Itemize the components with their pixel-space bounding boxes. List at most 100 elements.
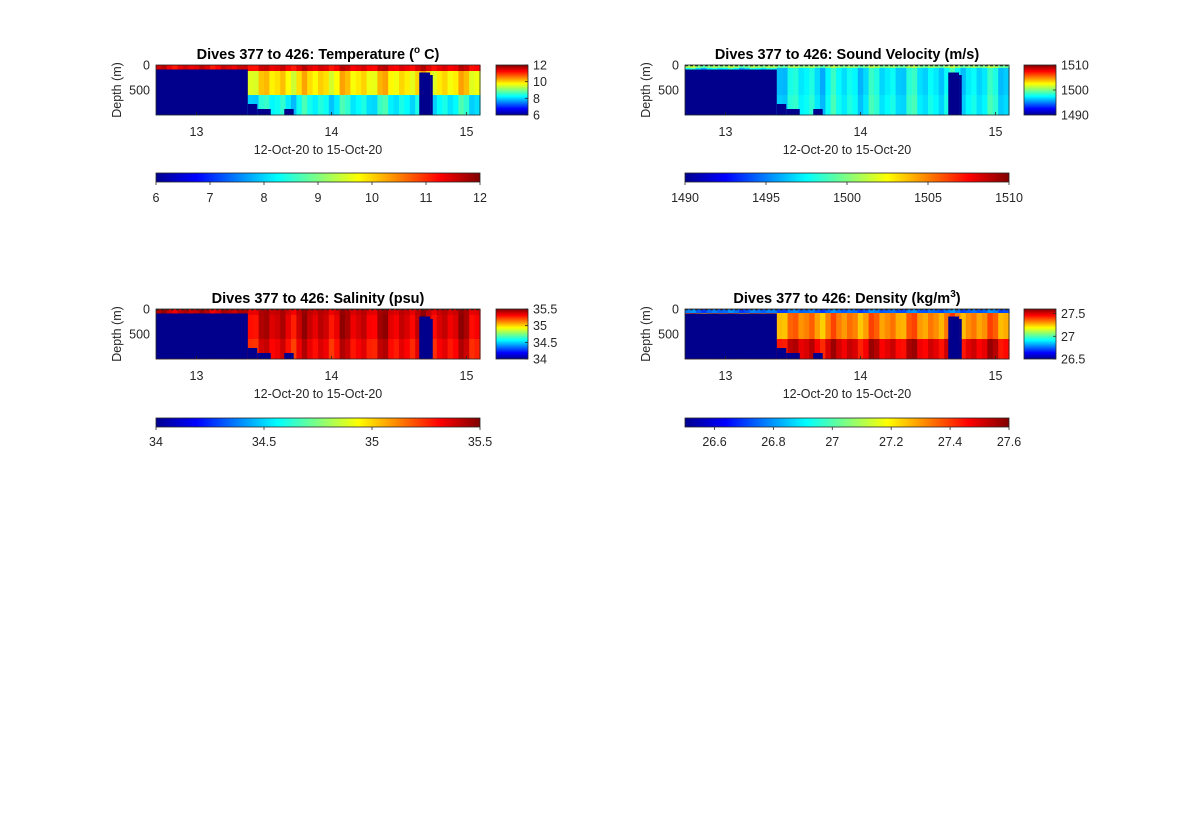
heatmap-cell <box>852 313 859 340</box>
heatmap-cell <box>798 339 805 360</box>
heatmap-cell <box>884 339 891 360</box>
x-tick-labels: 13 14 15 <box>190 125 474 139</box>
heatmap-cell <box>280 315 287 340</box>
no-data-region <box>959 75 962 115</box>
title-superscript: o <box>414 45 420 56</box>
heatmap-cell <box>874 309 880 314</box>
heatmap-cell <box>258 309 265 316</box>
heatmap-cell <box>982 339 988 360</box>
heatmap-cell <box>388 65 395 72</box>
y-tick-labels: 0 500 <box>129 303 150 342</box>
heatmap-cell <box>938 313 945 340</box>
colorbar-tick-label: 11 <box>420 191 433 205</box>
heatmap-cell <box>436 65 443 72</box>
heatmap-cell <box>836 339 843 360</box>
heatmap-cell <box>436 315 443 340</box>
heatmap-cell <box>447 339 454 360</box>
heatmap-cell <box>992 68 999 96</box>
colorbar-tick-label: 1510 <box>995 191 1023 205</box>
heatmap-cell <box>874 65 880 69</box>
heatmap-cell <box>852 68 859 96</box>
heatmap-cell <box>825 95 832 116</box>
heatmap-cell <box>890 65 897 69</box>
heatmap-cell <box>825 68 832 96</box>
heatmap-cell <box>377 65 384 72</box>
colorbar-gradient <box>495 308 529 360</box>
heatmap-cell <box>949 309 956 314</box>
heatmap-cell <box>291 95 297 116</box>
colorbar-tick-label: 27 <box>1061 330 1075 344</box>
heatmap-cell <box>884 65 891 69</box>
heatmap-cell <box>906 95 913 116</box>
heatmap-cell <box>199 309 206 316</box>
colorbar-tick-label: 26.5 <box>1061 353 1085 367</box>
colorbar-gradient <box>684 417 1010 428</box>
heatmap-cell <box>172 65 179 72</box>
y-tick-labels: 0 500 <box>658 303 679 342</box>
heatmap-cell <box>728 309 735 314</box>
heatmap-field <box>155 64 481 116</box>
heatmap-cell <box>399 71 405 96</box>
heatmap-cell <box>258 71 265 96</box>
heatmap-cell <box>771 65 778 69</box>
heatmap-cell <box>307 71 314 96</box>
heatmap-cell <box>965 339 972 360</box>
heatmap-cell <box>814 65 821 69</box>
heatmap-cell <box>409 65 416 72</box>
heatmap-cell <box>388 309 395 316</box>
heatmap-cell <box>350 65 357 72</box>
no-data-region <box>247 104 258 115</box>
heatmap-cell <box>393 315 400 340</box>
no-data-region <box>776 104 787 115</box>
heatmap-cell <box>976 65 983 69</box>
heatmap-cell <box>366 315 373 340</box>
heatmap-cell <box>906 339 913 360</box>
heatmap-cell <box>399 339 405 360</box>
heatmap-cell <box>836 68 843 96</box>
heatmap-cell <box>372 71 378 96</box>
colorbar-tick-label: 6 <box>533 109 540 123</box>
heatmap-cell <box>453 339 459 360</box>
heatmap-cell <box>928 95 934 116</box>
heatmap-cell <box>971 68 978 96</box>
heatmap-cell <box>879 95 886 116</box>
chart-title: Dives 377 to 426: Sound Velocity (m/s) <box>715 47 979 63</box>
x-tick-label: 15 <box>989 125 1003 139</box>
y-tick-label: 500 <box>129 328 150 342</box>
heatmap-cell <box>301 95 308 116</box>
no-data-region <box>284 353 294 359</box>
heatmap-cell <box>971 309 978 314</box>
heatmap-cell <box>766 309 772 314</box>
heatmap-cell <box>809 339 816 360</box>
colorbar-tick-label: 27.5 <box>1061 307 1085 321</box>
heatmap-cell <box>971 65 978 69</box>
heatmap-cell <box>447 65 454 72</box>
heatmap-cell <box>857 309 864 314</box>
heatmap-cell <box>436 309 443 316</box>
heatmap-cell <box>415 315 422 340</box>
colorbar-tick-label: 1505 <box>914 191 942 205</box>
heatmap-cell <box>884 68 891 96</box>
heatmap-cell <box>291 339 297 360</box>
heatmap-cell <box>836 65 843 69</box>
heatmap-cell <box>852 65 859 69</box>
heatmap-cell <box>328 71 335 96</box>
heatmap-cell <box>695 309 702 314</box>
chart-title: Dives 377 to 426: Temperature (o C) <box>197 45 440 63</box>
heatmap-cell <box>469 71 476 96</box>
heatmap-cell <box>339 71 346 96</box>
plot-frame <box>155 64 481 116</box>
colorbar-tick-label: 35 <box>365 435 379 449</box>
heatmap-cell <box>922 68 929 96</box>
y-tick-label: 0 <box>672 303 679 317</box>
heatmap-cell <box>463 315 470 340</box>
heatmap-cell <box>453 95 459 116</box>
heatmap-cell <box>274 71 281 96</box>
heatmap-cell <box>928 309 934 314</box>
heatmap-cell <box>328 65 335 72</box>
heatmap-cell <box>312 315 319 340</box>
heatmap-cell <box>879 313 886 340</box>
heatmap-cell <box>372 65 378 72</box>
heatmap-cell <box>863 313 870 340</box>
heatmap-cell <box>922 339 929 360</box>
